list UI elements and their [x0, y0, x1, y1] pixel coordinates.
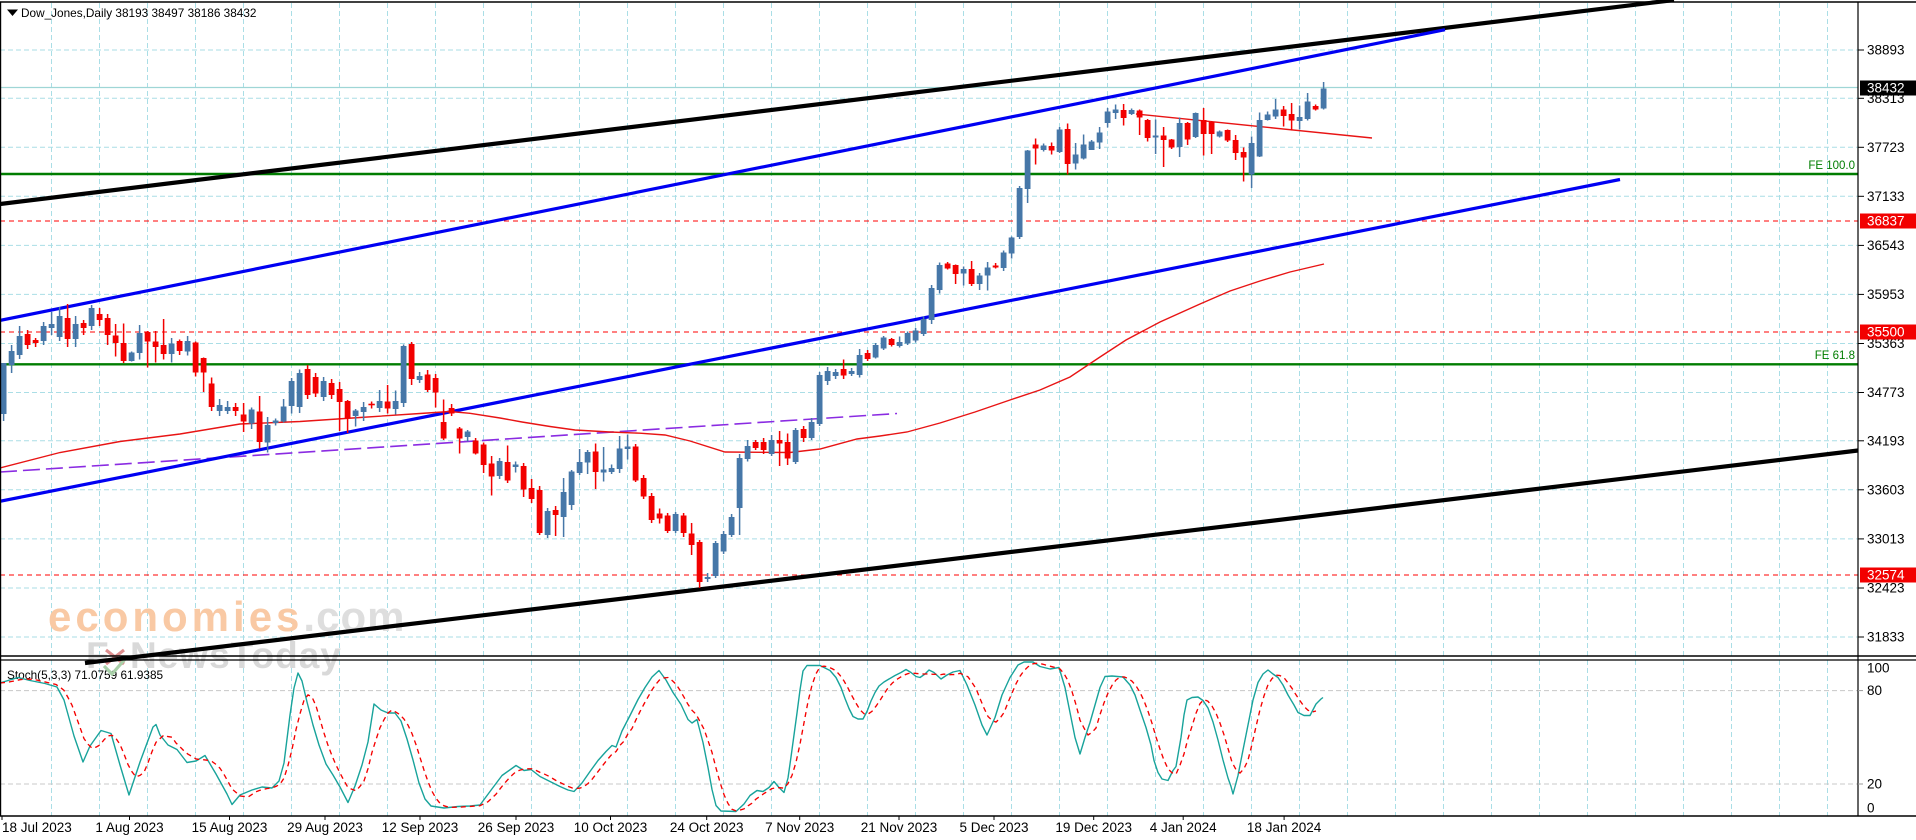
- svg-text:35953: 35953: [1867, 287, 1905, 302]
- svg-text:100: 100: [1867, 661, 1890, 676]
- svg-text:34193: 34193: [1867, 433, 1905, 448]
- svg-text:31833: 31833: [1867, 630, 1905, 645]
- svg-text:33603: 33603: [1867, 482, 1905, 497]
- svg-text:21 Nov 2023: 21 Nov 2023: [861, 820, 938, 835]
- svg-text:29 Aug 2023: 29 Aug 2023: [287, 820, 363, 835]
- svg-text:24 Oct 2023: 24 Oct 2023: [670, 820, 744, 835]
- svg-text:20: 20: [1867, 777, 1882, 792]
- svg-text:36837: 36837: [1867, 214, 1905, 229]
- svg-text:1 Aug 2023: 1 Aug 2023: [95, 820, 163, 835]
- svg-text:35500: 35500: [1867, 325, 1905, 340]
- svg-text:32423: 32423: [1867, 581, 1905, 596]
- svg-text:35363: 35363: [1867, 336, 1905, 351]
- svg-text:12 Sep 2023: 12 Sep 2023: [382, 820, 459, 835]
- svg-text:18 Jan 2024: 18 Jan 2024: [1247, 820, 1322, 835]
- svg-text:37133: 37133: [1867, 189, 1905, 204]
- svg-text:36543: 36543: [1867, 238, 1905, 253]
- svg-text:FE 61.8: FE 61.8: [1815, 350, 1855, 362]
- svg-text:18 Jul 2023: 18 Jul 2023: [2, 820, 72, 835]
- svg-text:33013: 33013: [1867, 531, 1905, 546]
- svg-text:19 Dec 2023: 19 Dec 2023: [1055, 820, 1132, 835]
- svg-text:37723: 37723: [1867, 140, 1905, 155]
- svg-text:38893: 38893: [1867, 43, 1905, 58]
- svg-text:Stoch(5,3,3) 71.0759 61.9385: Stoch(5,3,3) 71.0759 61.9385: [7, 668, 164, 682]
- svg-text:5 Dec 2023: 5 Dec 2023: [959, 820, 1028, 835]
- svg-text:0: 0: [1867, 800, 1875, 815]
- svg-text:4 Jan 2024: 4 Jan 2024: [1150, 820, 1217, 835]
- svg-text:15 Aug 2023: 15 Aug 2023: [192, 820, 268, 835]
- svg-text:Dow_Jones,Daily 38193 38497 3: Dow_Jones,Daily 38193 38497 38186 38432: [21, 6, 256, 20]
- svg-text:80: 80: [1867, 683, 1882, 698]
- svg-text:32574: 32574: [1867, 568, 1905, 583]
- svg-text:26 Sep 2023: 26 Sep 2023: [478, 820, 555, 835]
- svg-text:38432: 38432: [1867, 81, 1905, 96]
- svg-text:FE 100.0: FE 100.0: [1808, 160, 1855, 172]
- svg-text:34773: 34773: [1867, 385, 1905, 400]
- svg-text:10 Oct 2023: 10 Oct 2023: [574, 820, 648, 835]
- svg-text:7 Nov 2023: 7 Nov 2023: [765, 820, 834, 835]
